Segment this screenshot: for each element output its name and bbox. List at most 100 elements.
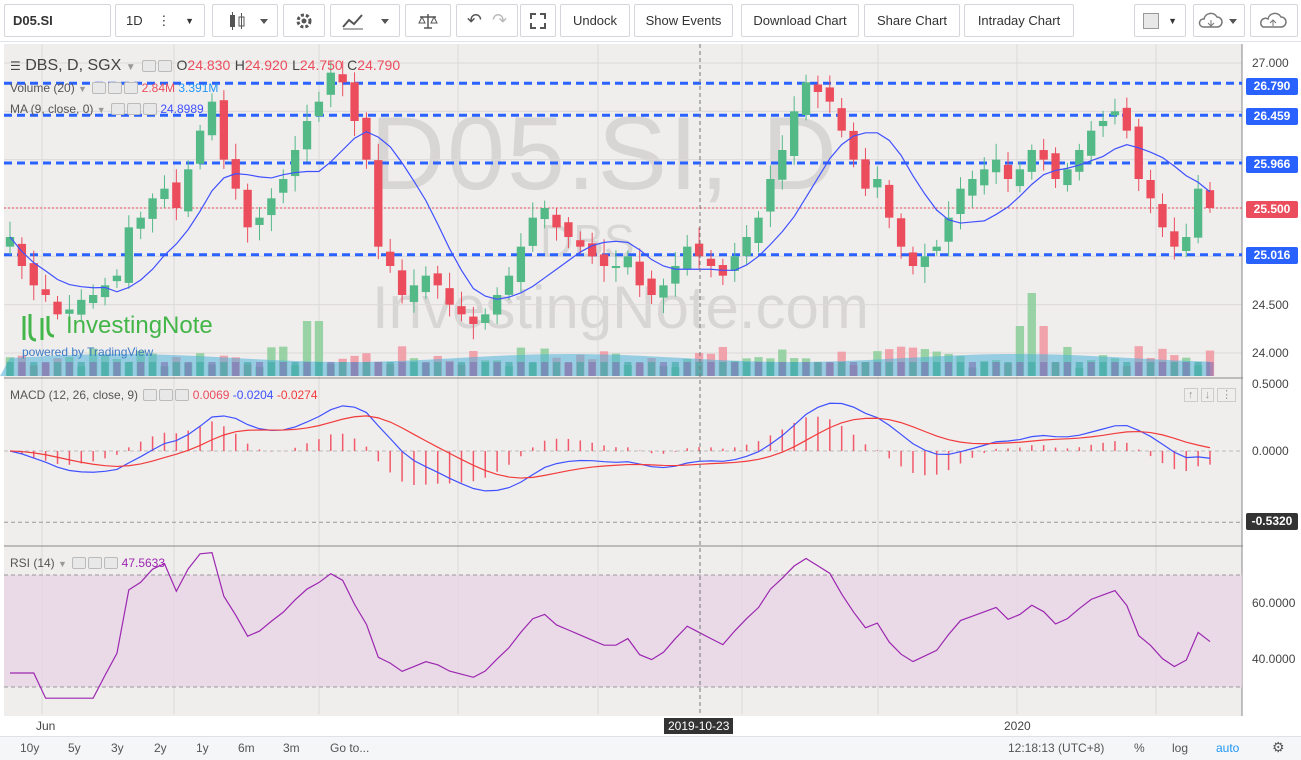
redo-icon[interactable]: ↷: [492, 10, 508, 30]
volume-bar-lower: [659, 362, 668, 376]
visibility-icon[interactable]: [110, 103, 125, 115]
interval-select[interactable]: 1D ⋮ ▼: [115, 4, 205, 37]
crosshair-time-label: 2019-10-23: [664, 718, 734, 734]
more-icon[interactable]: ⋮: [1217, 388, 1237, 402]
gear-icon[interactable]: ⚙: [1272, 739, 1285, 755]
volume-bar-lower: [350, 362, 359, 376]
volume-bar-lower: [267, 362, 275, 376]
volume-bar-lower: [1075, 362, 1083, 376]
candle-body: [1146, 179, 1155, 199]
candle-body: [683, 246, 692, 270]
volume-bar-lower: [1016, 362, 1024, 376]
bottom-toolbar: 10y 5y 3y 2y 1y 6m 3m Go to... 12:18:13 …: [0, 736, 1301, 760]
macd-label: MACD (12, 26, close, 9): [10, 388, 139, 402]
close-icon[interactable]: [142, 103, 157, 115]
volume-bar-lower: [790, 362, 798, 376]
candle-body: [112, 275, 122, 282]
volume-bar-lower: [1051, 362, 1060, 376]
chevron-down-icon[interactable]: ▼: [96, 105, 106, 115]
volume-bar-lower: [529, 362, 537, 376]
candle-body: [421, 275, 430, 293]
percent-toggle[interactable]: %: [1134, 741, 1145, 755]
intraday-chart-button[interactable]: Intraday Chart: [964, 4, 1074, 37]
legend-close: 24.790: [357, 57, 401, 73]
volume-bar-lower: [671, 362, 679, 376]
candle-body: [409, 285, 419, 302]
volume-bar-lower: [279, 362, 287, 376]
candle-body: [1193, 188, 1203, 238]
visibility-icon[interactable]: [72, 557, 87, 569]
color-select[interactable]: ▼: [1134, 4, 1186, 37]
settings-button[interactable]: [283, 4, 325, 37]
undo-icon[interactable]: ↶: [466, 10, 482, 30]
candle-body: [908, 252, 918, 266]
volume-bar-lower: [1158, 362, 1167, 376]
color-swatch: [1143, 12, 1159, 29]
price-scale[interactable]: [1243, 42, 1301, 716]
close-icon[interactable]: [124, 82, 139, 94]
visibility-icon[interactable]: [142, 60, 157, 72]
candle-body: [1075, 150, 1084, 172]
settings-icon[interactable]: [126, 103, 141, 115]
volume-bar-lower: [232, 362, 240, 376]
cloud-upload-icon: [1260, 12, 1287, 28]
chevron-down-icon[interactable]: ▼: [58, 559, 67, 569]
ma-label: MA (9, close, 0): [10, 102, 94, 116]
volume-bar-lower: [505, 362, 513, 376]
move-down-icon[interactable]: ↓: [1200, 388, 1215, 402]
candle-body: [338, 74, 347, 83]
compare-button[interactable]: [405, 4, 451, 37]
range-10y[interactable]: 10y: [20, 741, 40, 755]
cloud-load-button[interactable]: [1193, 4, 1245, 37]
close-icon[interactable]: [104, 557, 119, 569]
log-toggle[interactable]: log: [1172, 741, 1189, 755]
cloud-save-button[interactable]: [1250, 4, 1298, 37]
range-1y[interactable]: 1y: [196, 741, 209, 755]
volume-bar-lower: [956, 362, 965, 376]
chart-svg[interactable]: [0, 42, 1301, 736]
fullscreen-button[interactable]: [520, 4, 556, 37]
candle-body: [659, 285, 668, 298]
chart-type-button[interactable]: [212, 4, 278, 37]
candle-body: [433, 273, 442, 286]
legend-collapse-icon[interactable]: ☰: [10, 59, 21, 73]
volume-bar-lower: [754, 362, 763, 376]
volume-bar-lower: [1123, 362, 1131, 376]
move-up-icon[interactable]: ↑: [1184, 388, 1198, 402]
chevron-down-icon[interactable]: ▼: [78, 84, 87, 94]
candle-body: [1110, 111, 1120, 116]
show-events-button[interactable]: Show Events: [634, 4, 733, 37]
download-chart-button[interactable]: Download Chart: [741, 4, 859, 37]
volume-bar-lower: [113, 362, 121, 376]
visibility-icon[interactable]: [92, 82, 107, 94]
candle-body: [825, 87, 834, 102]
visibility-icon[interactable]: [143, 389, 158, 401]
range-6m[interactable]: 6m: [238, 741, 255, 755]
settings-icon[interactable]: [159, 389, 174, 401]
candle-body: [219, 100, 229, 160]
volume-bar-lower: [921, 362, 929, 376]
candle-body: [386, 251, 395, 266]
symbol-search[interactable]: D05.SI: [4, 4, 111, 37]
range-3y[interactable]: 3y: [111, 741, 124, 755]
volume-bar-lower: [303, 362, 311, 376]
settings-icon[interactable]: [88, 557, 103, 569]
indicators-button[interactable]: [330, 4, 400, 37]
candle-body: [516, 246, 526, 283]
legend-menu-icon[interactable]: ▼: [125, 62, 136, 73]
range-3m[interactable]: 3m: [283, 741, 300, 755]
auto-toggle[interactable]: auto: [1216, 741, 1240, 755]
close-icon[interactable]: [175, 389, 190, 401]
candle-body: [694, 243, 704, 257]
range-2y[interactable]: 2y: [154, 741, 167, 755]
share-chart-button[interactable]: Share Chart: [864, 4, 960, 37]
volume-bar-lower: [814, 362, 822, 376]
settings-icon[interactable]: [108, 82, 123, 94]
settings-icon[interactable]: [158, 60, 173, 72]
goto-button[interactable]: Go to...: [330, 741, 370, 755]
candle-body: [528, 217, 537, 246]
candle-body: [1087, 130, 1096, 156]
scale-icon: [418, 13, 438, 29]
undock-button[interactable]: Undock: [560, 4, 630, 37]
range-5y[interactable]: 5y: [68, 741, 81, 755]
